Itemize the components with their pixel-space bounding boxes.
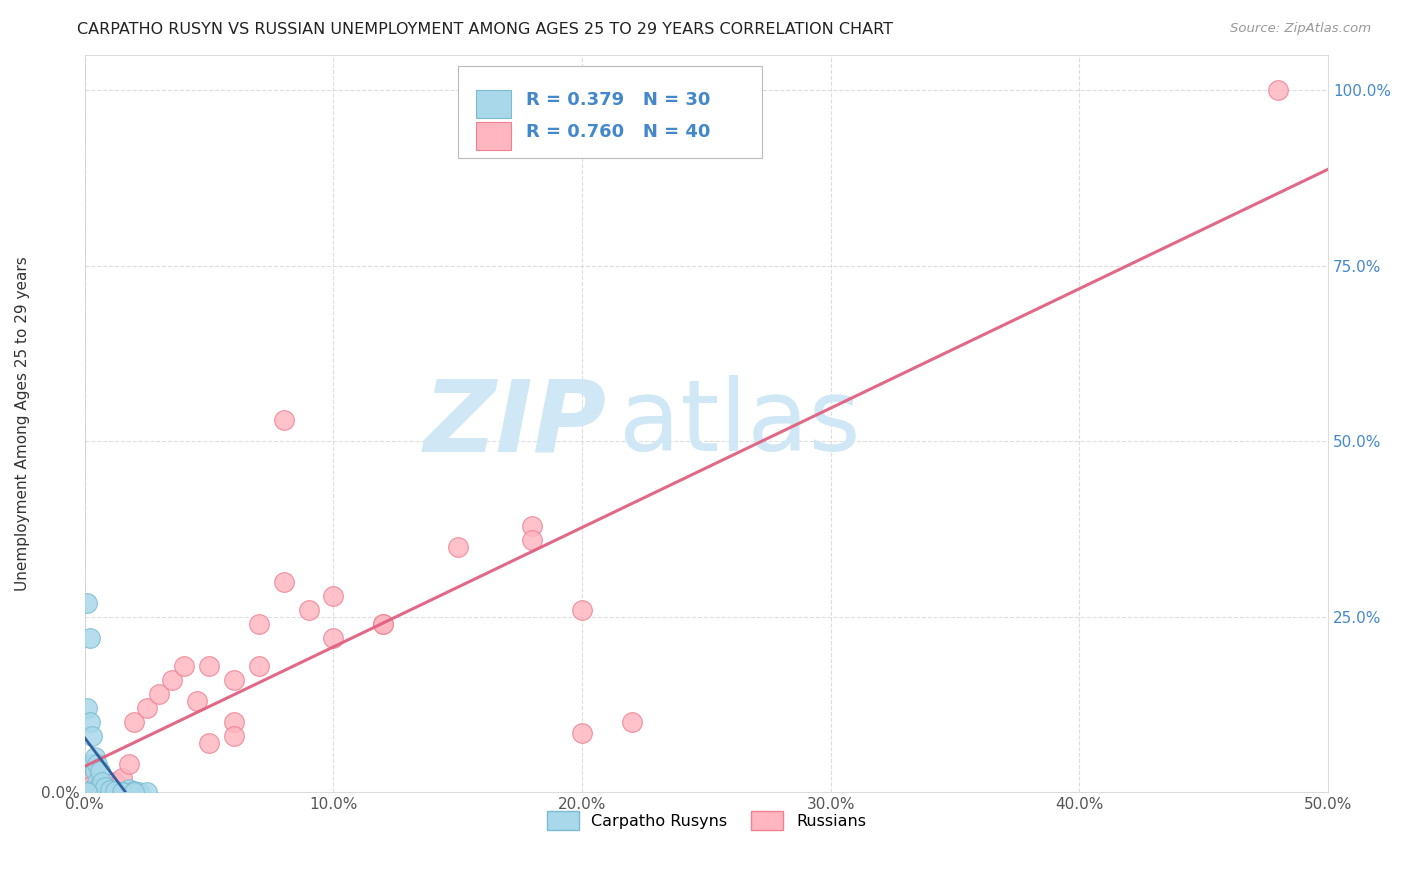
Point [222, 715, 245, 730]
Point [98, 783, 121, 797]
Point [76, 701, 98, 715]
Point [86, 781, 108, 796]
Point [198, 736, 221, 750]
Point [222, 673, 245, 687]
Point [82, 778, 104, 792]
Point [247, 659, 270, 673]
Legend: Carpatho Rusyns, Russians: Carpatho Rusyns, Russians [540, 805, 873, 836]
Point [620, 715, 643, 730]
Point [522, 518, 544, 533]
Point [98, 780, 121, 794]
Point [273, 413, 295, 427]
Point [89, 778, 111, 792]
Point [76, 785, 98, 799]
Point [111, 784, 134, 798]
Point [103, 784, 125, 798]
Point [571, 603, 593, 617]
FancyBboxPatch shape [458, 66, 762, 159]
Point [1267, 83, 1289, 97]
Point [222, 729, 245, 743]
Point [82, 729, 104, 743]
Point [82, 757, 104, 772]
Point [86, 757, 108, 772]
Point [118, 757, 141, 772]
Point [98, 783, 121, 797]
Point [86, 774, 108, 789]
Point [83, 780, 105, 794]
Text: atlas: atlas [620, 376, 860, 472]
Point [79, 774, 101, 789]
Point [522, 533, 544, 547]
Point [160, 673, 183, 687]
Point [322, 631, 344, 645]
Text: CARPATHO RUSYN VS RUSSIAN UNEMPLOYMENT AMONG AGES 25 TO 29 YEARS CORRELATION CHA: CARPATHO RUSYN VS RUSSIAN UNEMPLOYMENT A… [77, 22, 893, 37]
Point [103, 784, 125, 798]
Point [76, 771, 98, 785]
Point [373, 616, 395, 631]
Point [124, 784, 146, 798]
Point [93, 778, 115, 792]
Point [322, 589, 344, 603]
Point [83, 750, 105, 764]
Point [148, 687, 170, 701]
FancyBboxPatch shape [477, 90, 512, 118]
Point [96, 781, 118, 796]
Point [118, 781, 141, 796]
Point [93, 780, 115, 794]
Point [76, 785, 98, 799]
FancyBboxPatch shape [477, 122, 512, 150]
Point [83, 764, 105, 779]
Point [135, 701, 157, 715]
Point [247, 616, 270, 631]
Point [124, 715, 146, 730]
Point [173, 659, 195, 673]
Text: R = 0.379   N = 30: R = 0.379 N = 30 [526, 91, 710, 109]
Point [93, 781, 115, 796]
Point [135, 784, 157, 798]
Text: ZIP: ZIP [425, 376, 607, 472]
Point [103, 774, 125, 789]
Point [79, 715, 101, 730]
Point [111, 771, 134, 785]
Point [571, 725, 593, 739]
Point [108, 784, 131, 798]
Point [91, 783, 114, 797]
Point [114, 784, 136, 798]
Point [447, 540, 470, 554]
Point [89, 764, 111, 779]
Point [273, 574, 295, 589]
Point [79, 631, 101, 645]
Point [198, 659, 221, 673]
Point [124, 784, 146, 798]
Point [186, 694, 208, 708]
Text: Source: ZipAtlas.com: Source: ZipAtlas.com [1230, 22, 1371, 36]
Point [91, 780, 114, 794]
Point [89, 782, 111, 797]
Point [297, 603, 319, 617]
Point [91, 774, 114, 789]
Point [128, 784, 150, 798]
Point [373, 616, 395, 631]
Y-axis label: Unemployment Among Ages 25 to 29 years: Unemployment Among Ages 25 to 29 years [15, 256, 30, 591]
Point [76, 596, 98, 610]
Text: R = 0.760   N = 40: R = 0.760 N = 40 [526, 123, 710, 141]
